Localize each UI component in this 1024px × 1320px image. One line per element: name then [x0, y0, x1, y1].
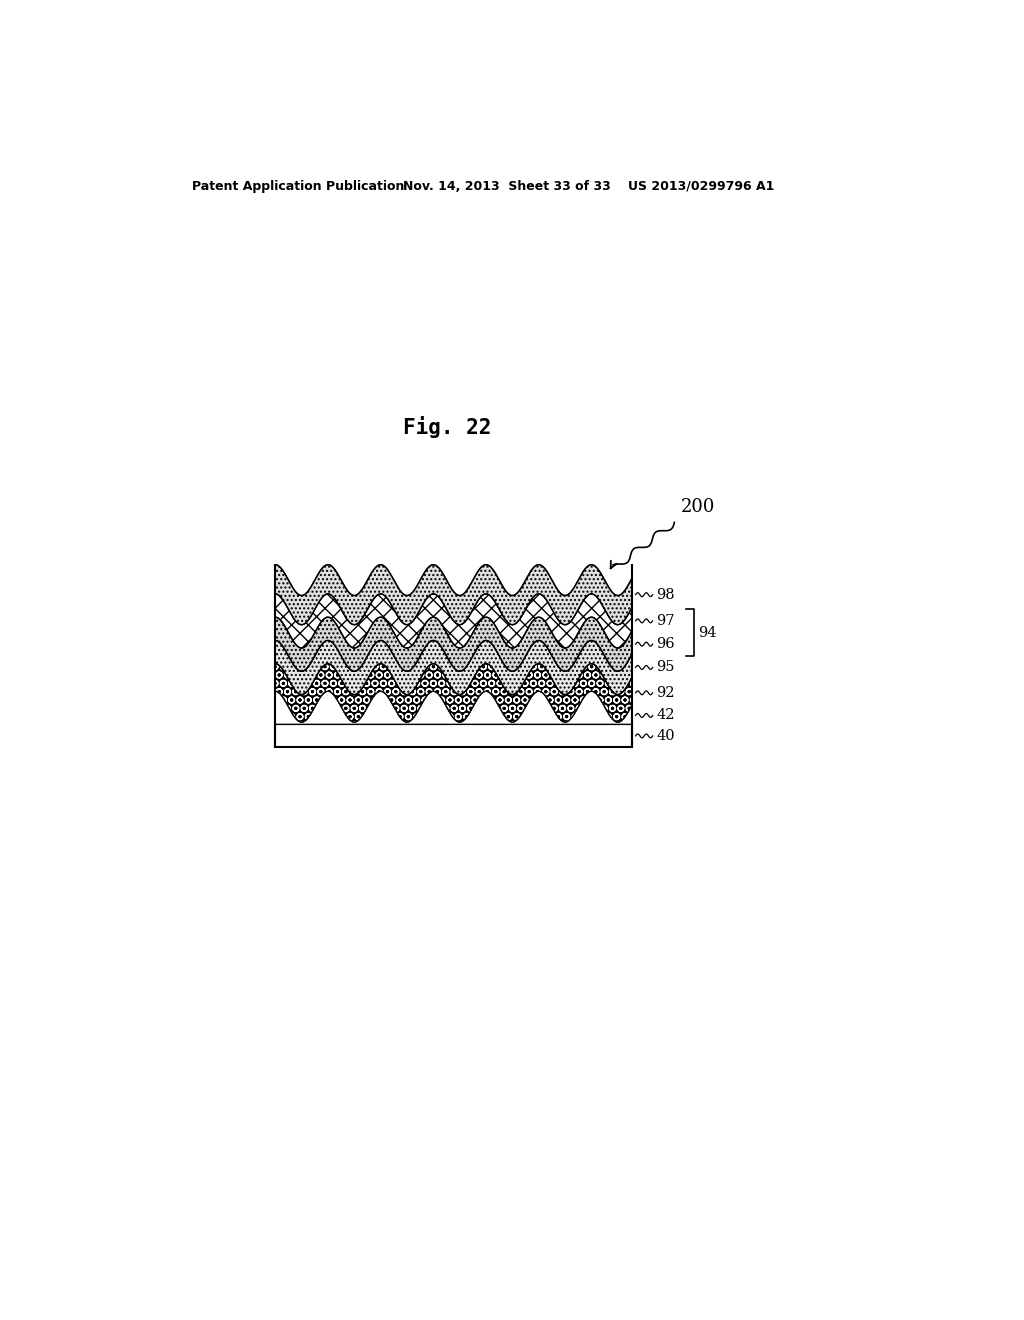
Polygon shape [275, 692, 632, 725]
Text: Fig. 22: Fig. 22 [403, 416, 492, 438]
Text: 96: 96 [656, 638, 675, 651]
Text: 200: 200 [681, 498, 715, 516]
Text: 98: 98 [656, 587, 675, 602]
Text: US 2013/0299796 A1: US 2013/0299796 A1 [628, 180, 774, 193]
Text: Nov. 14, 2013  Sheet 33 of 33: Nov. 14, 2013 Sheet 33 of 33 [403, 180, 611, 193]
Bar [275, 725, 632, 747]
Text: 40: 40 [656, 729, 675, 743]
Text: 95: 95 [656, 660, 675, 675]
Polygon shape [275, 640, 632, 694]
Text: 42: 42 [656, 709, 675, 722]
Text: Patent Application Publication: Patent Application Publication [191, 180, 403, 193]
Polygon shape [275, 618, 632, 671]
Text: 92: 92 [656, 686, 675, 700]
Text: 94: 94 [698, 626, 717, 639]
Text: 97: 97 [656, 614, 675, 628]
Polygon shape [275, 664, 632, 722]
Polygon shape [275, 594, 632, 648]
Polygon shape [275, 565, 632, 624]
